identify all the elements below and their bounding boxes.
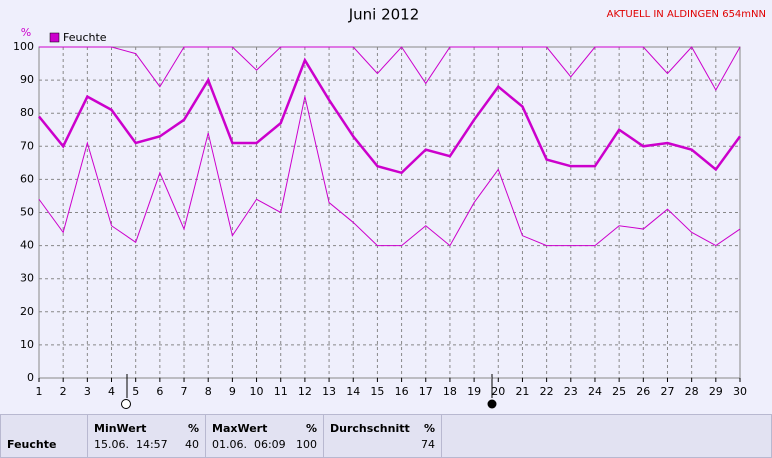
- y-tick-label: 90: [20, 73, 34, 86]
- x-tick-label: 23: [564, 385, 578, 398]
- x-tick-label: 16: [395, 385, 409, 398]
- legend-label: Feuchte: [63, 31, 107, 44]
- y-tick-label: 40: [20, 239, 34, 252]
- x-tick-label: 14: [346, 385, 360, 398]
- legend-swatch: [49, 32, 60, 43]
- x-tick-label: 4: [108, 385, 115, 398]
- value: 40: [185, 438, 199, 451]
- x-tick-label: 29: [709, 385, 723, 398]
- y-tick-label: 30: [20, 272, 34, 285]
- x-tick-label: 9: [229, 385, 236, 398]
- x-tick-label: 19: [467, 385, 481, 398]
- unit: %: [305, 422, 317, 435]
- value: 100: [296, 438, 317, 451]
- x-tick-label: 27: [660, 385, 674, 398]
- x-tick-label: 8: [205, 385, 212, 398]
- data-line: [39, 46, 741, 92]
- y-tick-label: 100: [13, 40, 34, 53]
- y-tick-label: 50: [20, 206, 34, 219]
- y-tick-label: 10: [20, 338, 34, 351]
- moon-icon: [121, 399, 131, 409]
- y-tick-label: 70: [20, 139, 34, 152]
- data-line: [38, 96, 741, 247]
- row-label: Feuchte: [7, 438, 57, 451]
- x-tick-label: 11: [274, 385, 288, 398]
- unit: %: [187, 422, 199, 435]
- unit: %: [423, 422, 435, 435]
- x-tick-label: 10: [250, 385, 264, 398]
- col-header: MinWert: [94, 422, 147, 435]
- table-cell: MaxWert % 01.06. 06:09 100: [205, 414, 324, 458]
- y-tick-label: 0: [27, 371, 34, 384]
- x-tick-label: 5: [132, 385, 139, 398]
- value: 74: [421, 438, 435, 451]
- chart-title: Juni 2012: [348, 6, 420, 24]
- x-tick-label: 15: [370, 385, 384, 398]
- x-tick-label: 13: [322, 385, 336, 398]
- data-line: [38, 57, 742, 175]
- x-tick-label: 1: [36, 385, 43, 398]
- col-header: Durchschnitt: [330, 422, 410, 435]
- y-label: %: [21, 26, 31, 39]
- x-tick-label: 25: [612, 385, 626, 398]
- y-tick-label: 80: [20, 106, 34, 119]
- subtitle: AKTUELL IN ALDINGEN 654mNN: [607, 9, 766, 20]
- x-tick-label: 18: [443, 385, 457, 398]
- table-cell: [441, 414, 772, 458]
- x-tick-label: 7: [181, 385, 188, 398]
- x-tick-label: 3: [84, 385, 91, 398]
- x-tick-label: 24: [588, 385, 602, 398]
- x-tick-label: 26: [636, 385, 650, 398]
- chart: Juni 2012 AKTUELL IN ALDINGEN 654mNN % 0…: [13, 6, 766, 409]
- col-header: MaxWert: [212, 422, 268, 435]
- x-tick-label: 30: [733, 385, 747, 398]
- y-tick-label: 60: [20, 172, 34, 185]
- x-tick-label: 12: [298, 385, 312, 398]
- time: 01.06. 06:09: [212, 438, 286, 451]
- x-tick-label: 17: [419, 385, 433, 398]
- x-tick-label: 21: [515, 385, 529, 398]
- table-cell: Durchschnitt % 74: [323, 414, 442, 458]
- y-tick-label: 20: [20, 305, 34, 318]
- table-cell: MinWert % 15.06. 14:57 40: [87, 414, 206, 458]
- moon-icon: [487, 399, 497, 409]
- x-tick-label: 6: [156, 385, 163, 398]
- table-cell: Feuchte: [0, 414, 88, 458]
- x-tick-label: 20: [491, 385, 505, 398]
- time: 15.06. 14:57: [94, 438, 168, 451]
- x-tick-label: 28: [685, 385, 699, 398]
- x-tick-label: 2: [60, 385, 67, 398]
- x-tick-label: 22: [540, 385, 554, 398]
